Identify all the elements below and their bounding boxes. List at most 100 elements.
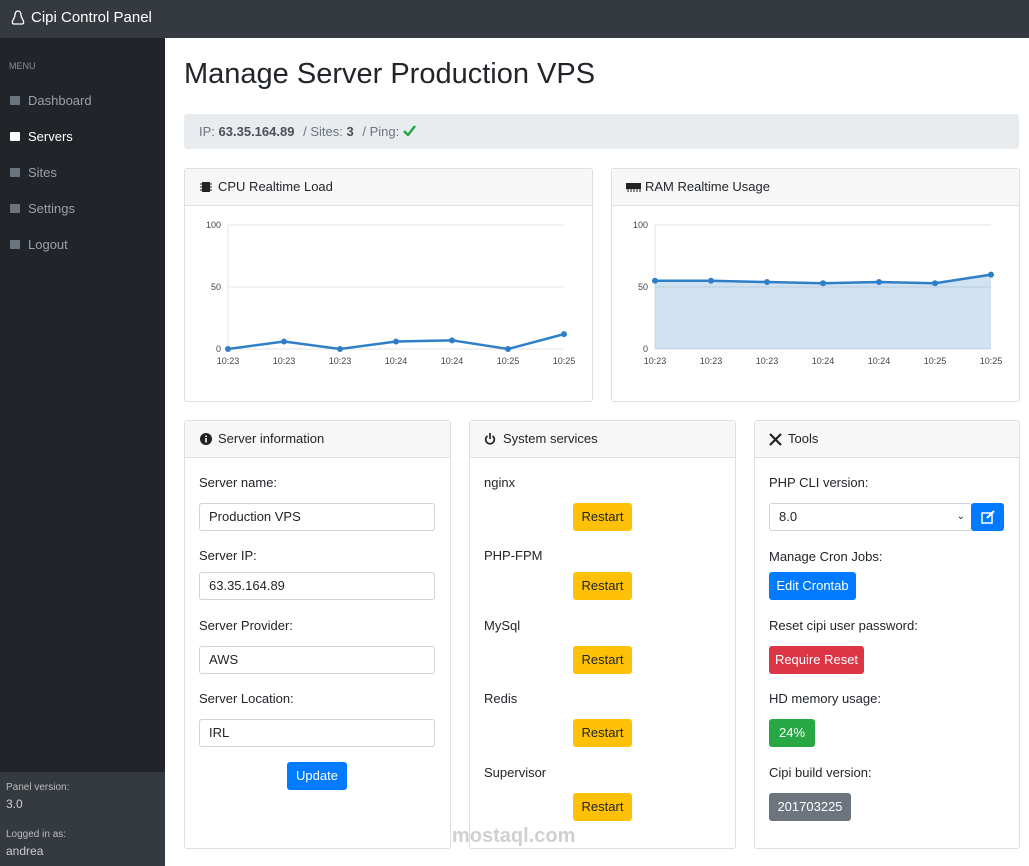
cpu-card: CPU Realtime Load 0 50 100 10:23 10:23 10:23 1… (184, 168, 593, 402)
card-header: Tools (755, 421, 1019, 458)
card-header: CPU Realtime Load (185, 169, 592, 206)
point (505, 346, 511, 352)
text-input[interactable]: 63.35.164.89 (199, 572, 435, 600)
point (393, 338, 399, 345)
cpu-chart: 0 50 100 10:23 10:23 10:23 10:24 10:24 10:25 10:2… (206, 220, 575, 366)
service-name: Supervisor (484, 765, 547, 780)
point (652, 277, 658, 284)
text-input[interactable]: Production VPS (199, 503, 435, 531)
menu-icon (10, 240, 20, 249)
point (708, 277, 714, 284)
ping-label: Ping: (369, 124, 400, 139)
tools-icon (769, 433, 782, 446)
hd-usage-badge: 24% (769, 719, 815, 747)
hd-label: HD memory usage: (769, 691, 881, 706)
user: andrea (6, 844, 44, 858)
ping-ok-icon (402, 125, 416, 137)
x-tick-label: 10:23 (756, 356, 779, 366)
x-tick-label: 10:24 (868, 356, 891, 366)
edit-php-button[interactable] (971, 503, 1004, 531)
info-bar: IP: 63.35.164.89 / Sites: 3 / Ping: (184, 114, 1019, 149)
y-tick-label: 50 (638, 282, 648, 292)
x-tick-label: 10:25 (497, 356, 520, 366)
menu-item[interactable]: Settings (28, 201, 75, 216)
field-value: Production VPS (209, 509, 301, 524)
build-label: Cipi build version: (769, 765, 872, 780)
services-card: System services nginx Restart PHP-FPM Resta… (469, 420, 736, 849)
point (337, 346, 343, 352)
x-tick-label: 10:23 (273, 356, 296, 366)
service-name: MySql (484, 618, 521, 633)
x-tick-label: 10:23 (700, 356, 723, 366)
restart-button[interactable]: Restart (573, 572, 632, 600)
page-title: Manage Server Production VPS (184, 58, 596, 90)
reset-label: Reset cipi user password: (769, 618, 918, 633)
field-label: Server Provider: (199, 618, 293, 633)
service-name: PHP-FPM (484, 548, 543, 563)
sidebar: MENU Dashboard Servers Sites Settings Logout (0, 38, 165, 866)
php-select[interactable]: 8.0 ⌄ (769, 503, 972, 531)
restart-button[interactable]: Restart (573, 646, 632, 674)
separator: / (303, 124, 307, 139)
point (225, 346, 231, 352)
field-value: IRL (209, 725, 230, 740)
service-name: nginx (484, 475, 516, 490)
user-label: Logged in as: (6, 829, 67, 840)
brand[interactable]: Cipi Control Panel (31, 9, 152, 26)
point (449, 337, 455, 344)
restart-button[interactable]: Restart (573, 503, 632, 531)
restart-button[interactable]: Restart (573, 719, 632, 747)
point (764, 279, 770, 286)
text-input[interactable]: AWS (199, 646, 435, 674)
cron-button[interactable]: Edit Crontab (769, 572, 856, 600)
x-tick-label: 10:24 (812, 356, 835, 366)
tools-card: Tools PHP CLI version: 8.0 ⌄ Manage Cron … (754, 420, 1020, 849)
x-tick-label: 10:24 (385, 356, 408, 366)
field-label: Server IP: (199, 548, 257, 563)
y-tick-label: 100 (206, 220, 221, 230)
ip: 63.35.164.89 (218, 124, 295, 139)
point (281, 338, 287, 345)
menu-icon (10, 168, 20, 177)
menu-item[interactable]: Dashboard (28, 93, 92, 108)
build-badge: 201703225 (769, 793, 851, 821)
edit-icon (980, 510, 995, 524)
menu-icon (10, 204, 20, 213)
ram-card: RAM Realtime Usage 0 50 100 10:23 10:23 10:23… (611, 168, 1020, 402)
linux-icon (11, 10, 25, 25)
menu-item[interactable]: Logout (28, 237, 68, 252)
field-label: Server Location: (199, 691, 294, 706)
menu-icon (10, 96, 20, 105)
point (988, 271, 994, 278)
x-tick-label: 10:25 (980, 356, 1003, 366)
separator: / (362, 124, 366, 139)
field-label: Server name: (199, 475, 278, 490)
card-title: Server information (218, 431, 325, 446)
field-value: AWS (209, 652, 239, 667)
x-tick-label: 10:24 (441, 356, 464, 366)
text-input[interactable]: IRL (199, 719, 435, 747)
version-label: Panel version: (6, 782, 70, 793)
ram-chart: 0 50 100 10:23 10:23 10:23 10:24 10:24 10:25 10:2… (633, 220, 1003, 366)
update-button[interactable]: Update (287, 762, 347, 790)
restart-button[interactable]: Restart (573, 793, 632, 821)
sites: 3 (346, 124, 354, 139)
card-title: RAM Realtime Usage (645, 179, 770, 194)
reset-button[interactable]: Require Reset (769, 646, 864, 674)
x-tick-label: 10:23 (644, 356, 667, 366)
menu-icon (10, 132, 20, 141)
y-tick-label: 0 (216, 344, 221, 354)
point (820, 280, 826, 287)
card-header: Server information (185, 421, 450, 458)
card-header: RAM Realtime Usage (612, 169, 1019, 206)
point (561, 331, 567, 338)
watermark: mostaql.com (452, 825, 576, 847)
navbar: Cipi Control Panel (0, 0, 1029, 38)
x-tick-label: 10:23 (329, 356, 352, 366)
info-icon (200, 433, 212, 445)
point (932, 280, 938, 287)
menu-item[interactable]: Sites (28, 165, 57, 180)
menu-item[interactable]: Servers (28, 129, 73, 144)
card-header: System services (470, 421, 735, 458)
